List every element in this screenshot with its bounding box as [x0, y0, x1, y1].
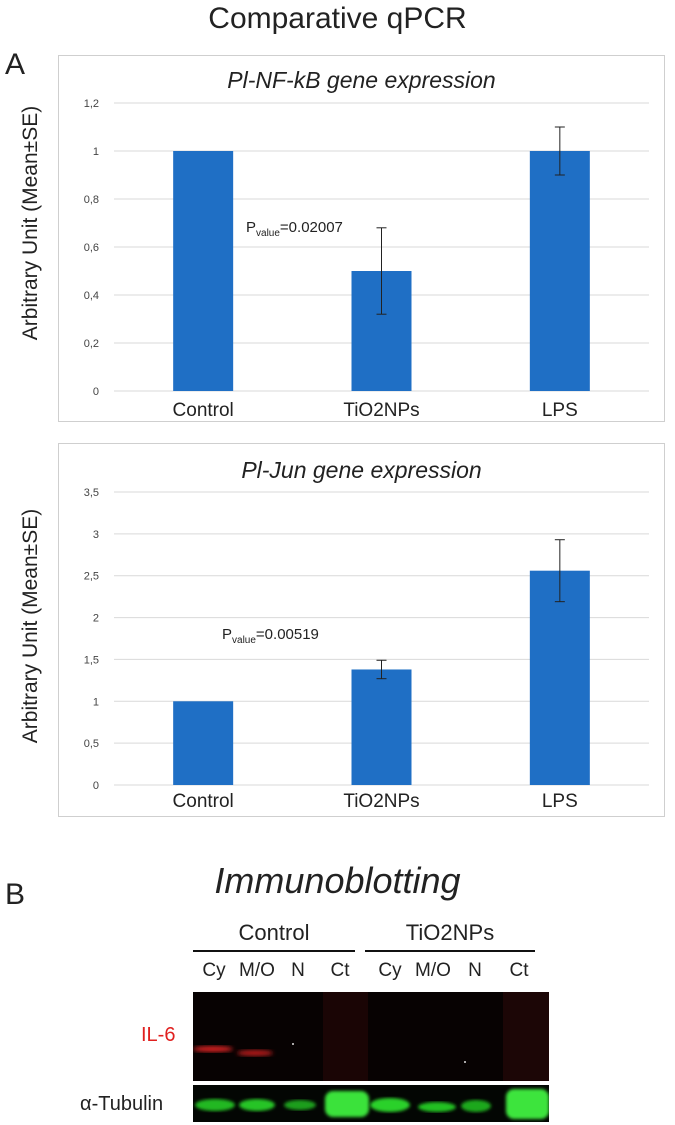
group-underline — [365, 950, 535, 952]
lane-label: M/O — [239, 960, 275, 981]
band-mo — [239, 1099, 275, 1111]
y-tick-label: 0,5 — [84, 738, 99, 750]
chart-plot: 0 0,2 0,4 0,6 0,8 1 1,2 Control TiO2NPs LPS — [84, 98, 649, 421]
il6-blot-bands — [193, 992, 549, 1081]
bar — [173, 151, 234, 391]
x-category-label: TiO2NPs — [343, 791, 419, 812]
y-tick-label: 0,4 — [84, 290, 99, 302]
band-ct — [506, 1089, 549, 1119]
bar — [351, 669, 412, 785]
band-cy — [193, 1046, 233, 1052]
lane-label: Ct — [509, 960, 529, 981]
lane-label: Cy — [202, 960, 226, 981]
lane-label: M/O — [415, 960, 451, 981]
y-tick-label: 3 — [93, 529, 99, 541]
x-category-label: LPS — [542, 791, 578, 812]
chart-nfkb: Pl-NF-kB gene expression Arbitrary Unit … — [19, 55, 665, 422]
y-tick-label: 0 — [93, 780, 99, 792]
y-tick-label: 0,8 — [84, 194, 99, 206]
chart-title: Pl-Jun gene expression — [241, 457, 482, 483]
p-value-annotation: Pvalue=0.00519 — [222, 626, 319, 646]
group-label: TiO2NPs — [405, 920, 495, 945]
speck — [464, 1061, 466, 1063]
y-tick-label: 0,2 — [84, 338, 99, 350]
x-category-label: LPS — [542, 400, 578, 421]
y-tick-label: 3,5 — [84, 487, 99, 499]
lane-shade — [503, 992, 549, 1081]
band-cy — [195, 1099, 235, 1111]
y-tick-label: 0 — [93, 386, 99, 398]
bar — [529, 151, 590, 391]
lane-label: N — [468, 960, 482, 981]
row-label-il6: IL-6 — [141, 1024, 176, 1046]
panel-a-label: A — [5, 48, 26, 81]
chart-plot: 0 0,5 1 1,5 2 2,5 3 3,5 Control TiO2NPs LPS — [84, 487, 649, 812]
x-category-label: Control — [173, 400, 234, 421]
group-label: Control — [238, 920, 310, 945]
speck — [292, 1043, 294, 1045]
lane-shade — [323, 992, 368, 1081]
y-tick-label: 1,5 — [84, 654, 99, 666]
band-mo — [237, 1050, 273, 1056]
band-mo — [418, 1102, 456, 1112]
group-underline — [193, 950, 355, 952]
x-category-label: TiO2NPs — [343, 400, 419, 421]
y-axis-label: Arbitrary Unit (Mean±SE) — [19, 508, 42, 744]
chart-jun: Pl-Jun gene expression Arbitrary Unit (M… — [19, 443, 665, 817]
p-value-annotation: Pvalue=0.02007 — [246, 219, 343, 239]
y-tick-label: 0,6 — [84, 242, 99, 254]
band-cy — [370, 1098, 410, 1112]
y-axis-label: Arbitrary Unit (Mean±SE) — [19, 105, 42, 341]
page-title: Comparative qPCR — [208, 2, 467, 35]
tubulin-blot-bands — [195, 1089, 549, 1119]
bar — [529, 570, 590, 785]
x-category-label: Control — [173, 791, 234, 812]
y-tick-label: 1 — [93, 696, 99, 708]
y-tick-label: 2 — [93, 613, 99, 625]
lane-label: Cy — [378, 960, 402, 981]
y-tick-label: 2,5 — [84, 571, 99, 583]
lane-label: N — [291, 960, 305, 981]
y-tick-label: 1 — [93, 146, 99, 158]
blot-title: Immunoblotting — [214, 860, 461, 901]
band-ct — [325, 1091, 369, 1117]
chart-title: Pl-NF-kB gene expression — [227, 67, 496, 93]
panel-b-label: B — [5, 878, 26, 911]
band-n — [284, 1100, 316, 1110]
y-tick-label: 1,2 — [84, 98, 99, 110]
lane-label: Ct — [330, 960, 350, 981]
row-label-tubulin: α-Tubulin — [80, 1093, 164, 1115]
il6-blot-image — [193, 992, 549, 1081]
band-n — [461, 1100, 491, 1112]
bar — [173, 701, 234, 785]
tubulin-blot-image — [193, 1085, 549, 1122]
